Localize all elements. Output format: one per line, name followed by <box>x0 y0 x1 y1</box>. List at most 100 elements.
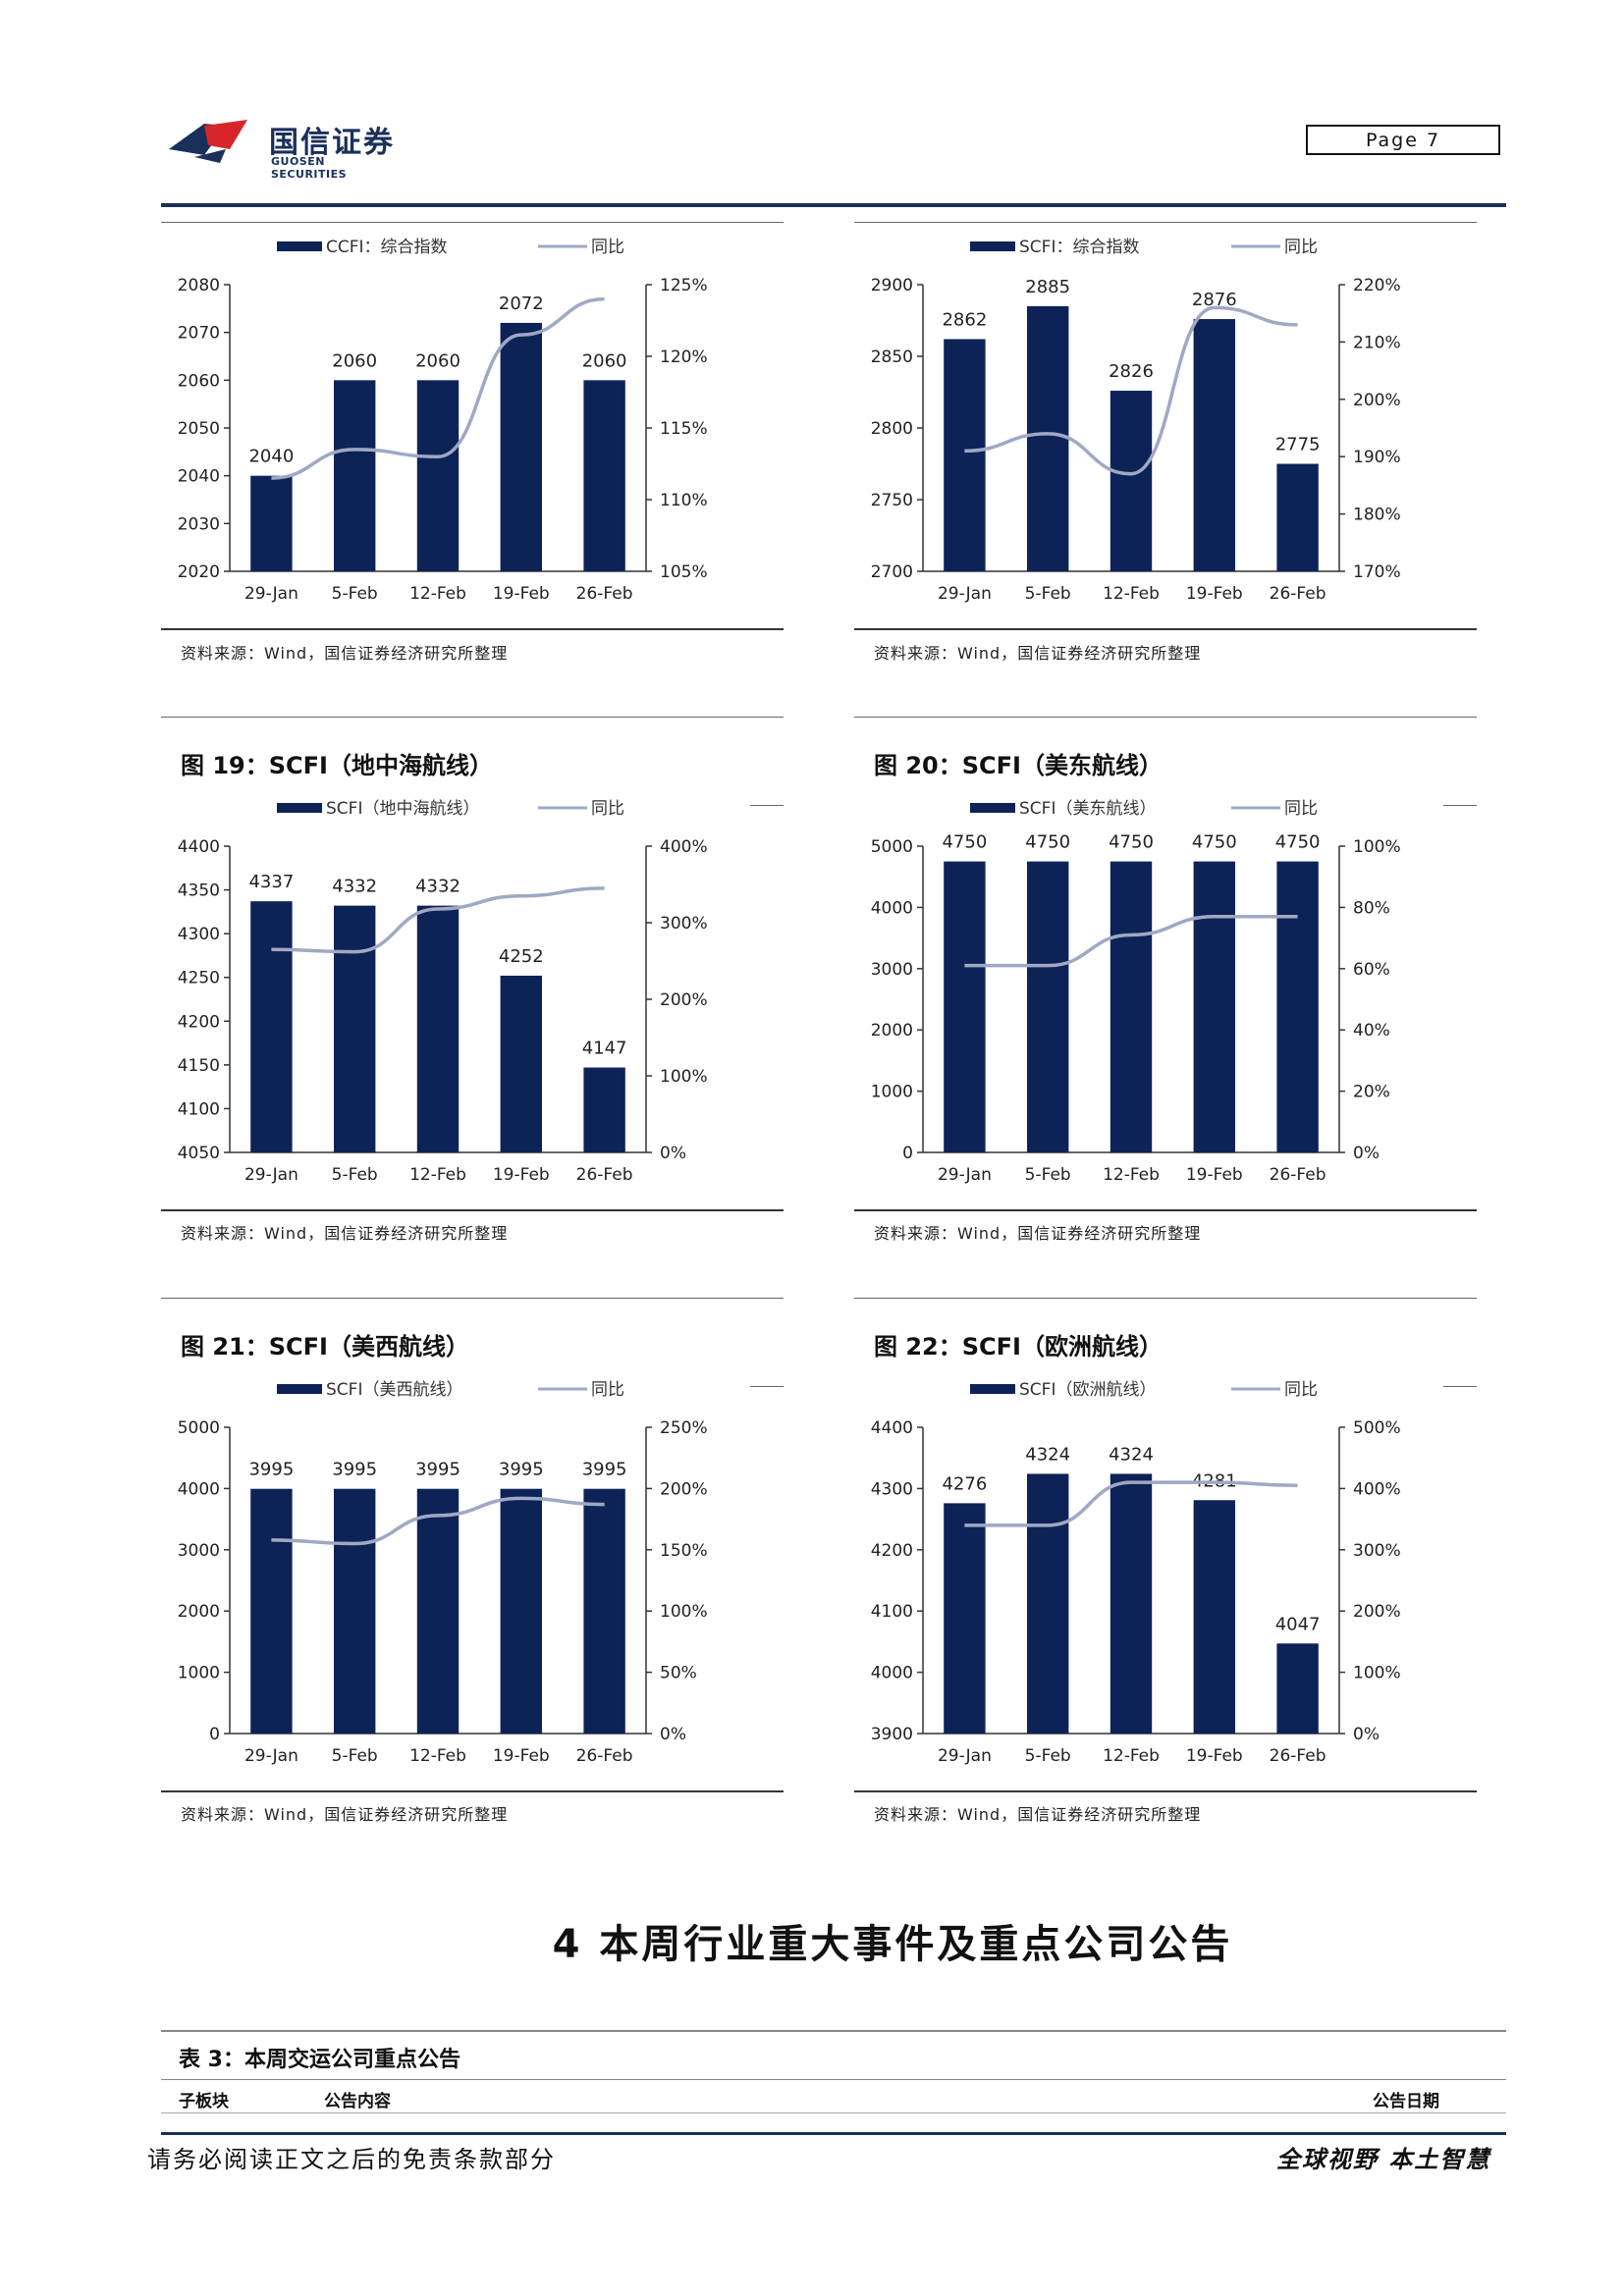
bar <box>500 322 542 571</box>
y2-tick-label: 100% <box>660 1067 708 1087</box>
bar <box>1193 319 1235 571</box>
yoy-line <box>271 1496 605 1546</box>
x-tick-label: 19-Feb <box>1186 1746 1243 1766</box>
x-tick-label: 19-Feb <box>1186 584 1243 604</box>
legend-line-label: 同比 <box>591 238 624 257</box>
y2-tick-label: 400% <box>1353 1479 1401 1499</box>
y-tick-label: 2000 <box>871 1021 913 1041</box>
y-tick-label: 3000 <box>871 960 913 980</box>
panel-top-rule <box>161 222 784 223</box>
y-tick-label: 2060 <box>178 371 220 391</box>
y-tick-label: 4050 <box>178 1144 220 1163</box>
x-tick-label: 29-Jan <box>244 1165 298 1185</box>
source-note: 资料来源：Wind，国信证券经济研究所整理 <box>874 1224 1202 1243</box>
bar-data-label: 3995 <box>248 1460 294 1480</box>
bar <box>583 1067 625 1152</box>
x-tick-label: 12-Feb <box>1103 584 1160 604</box>
y-tick-label: 0 <box>209 1725 220 1744</box>
logo-text-cn: 国信证券 <box>269 126 395 160</box>
y2-tick-label: 400% <box>660 837 708 857</box>
y-tick-label: 2070 <box>178 324 220 344</box>
y2-tick-label: 200% <box>660 990 708 1010</box>
table-header-rule <box>161 2079 1506 2080</box>
bar <box>1027 1473 1069 1734</box>
bar-data-label: 2072 <box>499 294 544 314</box>
y2-tick-label: 100% <box>1353 837 1401 857</box>
company-logo: 国信证券 GUOSEN SECURITIES <box>165 116 401 181</box>
bar-data-label: 2826 <box>1109 361 1154 382</box>
bar-data-label: 4750 <box>942 832 987 853</box>
bar <box>1110 391 1153 571</box>
y-tick-label: 0 <box>902 1144 913 1163</box>
y2-tick-label: 100% <box>1353 1664 1401 1683</box>
bar <box>500 1488 542 1734</box>
y-tick-label: 2030 <box>178 514 220 534</box>
x-tick-label: 26-Feb <box>576 1746 633 1766</box>
y-tick-label: 4000 <box>871 1664 913 1683</box>
bar-data-label: 2060 <box>415 350 460 371</box>
y2-tick-label: 200% <box>1353 1602 1401 1622</box>
bar <box>1193 861 1235 1152</box>
x-tick-label: 26-Feb <box>576 1165 633 1185</box>
legend-line-label: 同比 <box>591 799 624 819</box>
y-tick-label: 4300 <box>871 1479 913 1499</box>
y2-tick-label: 180% <box>1353 506 1401 525</box>
y-tick-label: 4150 <box>178 1056 220 1076</box>
legend-bar-swatch <box>970 1384 1015 1394</box>
y-tick-label: 1000 <box>871 1083 913 1102</box>
y2-tick-label: 100% <box>660 1602 708 1622</box>
x-tick-label: 29-Jan <box>938 1165 992 1185</box>
bar-data-label: 4750 <box>1025 832 1070 853</box>
figure-title: 图 19：SCFI（地中海航线） <box>181 752 493 779</box>
legend-bar-label: SCFI（欧洲航线） <box>1019 1380 1156 1400</box>
panel-top-rule <box>854 1298 1477 1299</box>
x-tick-label: 26-Feb <box>1270 1165 1326 1185</box>
bar <box>1276 1643 1319 1734</box>
source-note: 资料来源：Wind，国信证券经济研究所整理 <box>181 1224 509 1243</box>
bar <box>416 905 460 1152</box>
y-tick-label: 2080 <box>178 276 220 295</box>
bar <box>1110 861 1153 1152</box>
legend-bar-swatch <box>277 241 322 251</box>
source-note: 资料来源：Wind，国信证券经济研究所整理 <box>874 644 1202 663</box>
page-number-box: Page 7 <box>1306 125 1500 155</box>
table-bottom-rule <box>161 2112 1506 2113</box>
y-tick-label: 4400 <box>178 837 220 857</box>
column-header-content: 公告内容 <box>324 2092 391 2111</box>
x-tick-label: 5-Feb <box>332 584 378 604</box>
bar-data-label: 3995 <box>415 1460 460 1480</box>
x-tick-label: 5-Feb <box>1025 1165 1071 1185</box>
panel-bottom-rule <box>161 1790 784 1792</box>
table-top-rule <box>161 2030 1506 2032</box>
legend-line-label: 同比 <box>1284 238 1318 257</box>
y-tick-label: 3000 <box>178 1541 220 1561</box>
y2-tick-label: 80% <box>1353 898 1390 918</box>
yoy-line <box>271 296 605 480</box>
y2-tick-label: 170% <box>1353 562 1401 582</box>
x-tick-label: 19-Feb <box>1186 1165 1243 1185</box>
bar <box>334 1488 376 1734</box>
bar <box>583 380 625 571</box>
y2-tick-label: 300% <box>1353 1541 1401 1561</box>
bar <box>1027 861 1069 1152</box>
legend-rule <box>1443 805 1477 806</box>
x-tick-label: 19-Feb <box>493 1165 550 1185</box>
panel-top-rule <box>161 1298 784 1299</box>
figure-title: 图 21：SCFI（美西航线） <box>181 1333 469 1361</box>
y2-tick-label: 150% <box>660 1541 708 1561</box>
y-tick-label: 2800 <box>871 419 913 439</box>
legend-bar-label: SCFI：综合指数 <box>1019 238 1139 257</box>
y-tick-label: 2700 <box>871 562 913 582</box>
footer-slogan: 全球视野 本土智慧 <box>1276 2145 1491 2173</box>
yoy-line <box>271 886 605 954</box>
chart-legend: SCFI（美东航线） 同比 <box>970 799 1318 819</box>
bar-data-label: 4750 <box>1275 832 1321 853</box>
chart-legend: SCFI：综合指数 同比 <box>970 238 1318 257</box>
bar-data-label: 4276 <box>942 1473 987 1494</box>
y2-tick-label: 220% <box>1353 276 1401 295</box>
y2-tick-label: 105% <box>660 562 708 582</box>
chart-legend: CCFI：综合指数 同比 <box>277 238 624 257</box>
legend-rule <box>1443 1386 1477 1387</box>
x-tick-label: 26-Feb <box>576 584 633 604</box>
bar-data-label: 4147 <box>582 1039 627 1059</box>
